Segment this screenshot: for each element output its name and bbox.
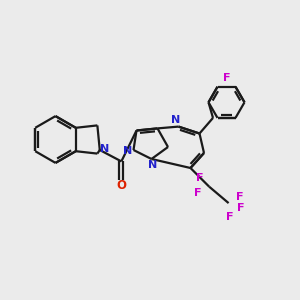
Text: N: N xyxy=(123,146,132,156)
Text: O: O xyxy=(116,179,126,192)
Text: F: F xyxy=(238,202,245,213)
Text: F: F xyxy=(236,191,244,202)
Text: F: F xyxy=(196,173,203,183)
Text: N: N xyxy=(171,115,180,125)
Text: F: F xyxy=(194,188,202,198)
Text: F: F xyxy=(226,212,234,222)
Text: N: N xyxy=(100,143,109,154)
Text: F: F xyxy=(223,73,230,83)
Text: N: N xyxy=(148,160,157,170)
